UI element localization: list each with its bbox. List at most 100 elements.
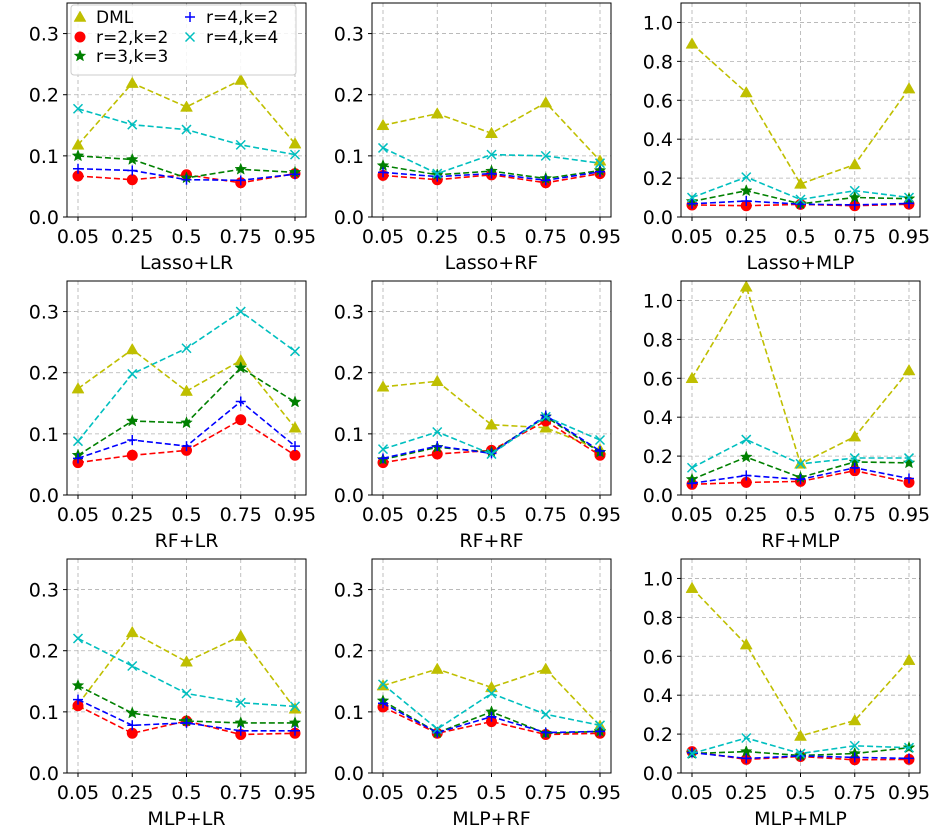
- data-point: [377, 142, 389, 153]
- legend-marker: [73, 10, 87, 22]
- data-point: [127, 660, 138, 672]
- y-tick-label: 0.0: [334, 485, 364, 507]
- y-tick-label: 0.1: [334, 424, 364, 446]
- y-tick-label: 0.6: [643, 90, 673, 112]
- series-line: [77, 684, 295, 724]
- data-point: [904, 198, 914, 209]
- data-point: [289, 449, 301, 461]
- x-tick-label: 0.25: [111, 782, 153, 804]
- y-tick-label: 0.0: [334, 763, 364, 785]
- x-tick-label: 0.75: [834, 226, 876, 248]
- data-point: [594, 158, 606, 169]
- data-point: [540, 709, 551, 720]
- y-tick-label: 0.6: [643, 646, 673, 668]
- data-point: [485, 680, 498, 693]
- x-tick-label: 0.95: [274, 782, 316, 804]
- y-tick-label: 0.2: [29, 85, 59, 107]
- data-point: [902, 653, 916, 665]
- data-point: [485, 418, 498, 430]
- data-point: [377, 679, 389, 690]
- legend-label: DML: [96, 8, 134, 28]
- series-DML: [376, 96, 607, 166]
- x-tick-label: 0.25: [111, 504, 153, 526]
- data-point: [235, 306, 246, 317]
- data-point: [288, 421, 302, 433]
- data-point: [125, 625, 139, 638]
- series-r-4-k-2: [378, 698, 605, 738]
- data-point: [540, 410, 551, 421]
- data-point: [288, 137, 302, 149]
- y-tick-label: 0.2: [29, 641, 59, 663]
- x-axis-label: RF+LR: [155, 530, 219, 552]
- legend-marker: [73, 49, 87, 62]
- data-point: [235, 725, 246, 736]
- x-tick-label: 0.95: [888, 226, 930, 248]
- y-tick-label: 0.3: [334, 580, 364, 602]
- legend-marker: [185, 12, 195, 22]
- series-r-4-k-2: [73, 694, 300, 736]
- data-point: [848, 713, 862, 726]
- data-point: [288, 702, 302, 714]
- x-axis-label: Lasso+MLP: [746, 252, 854, 274]
- y-tick-label: 0.6: [643, 368, 673, 390]
- x-axis-label: RF+MLP: [761, 530, 840, 552]
- data-point: [739, 85, 753, 98]
- data-point: [180, 655, 193, 667]
- panel-mlp-lr: 0.0 0.1 0.2 0.3 0.05 0.25 0.5 0.75 0.95 MLP+LR: [29, 558, 316, 828]
- x-tick-label: 0.95: [579, 782, 621, 804]
- data-point: [540, 175, 551, 186]
- series-line: [77, 704, 296, 736]
- panel-lasso-rf: 0.0 0.1 0.2 0.3 0.05 0.25 0.5 0.75 0.95 Lasso+RF: [334, 2, 621, 274]
- y-tick-label: 0.0: [643, 485, 673, 507]
- data-point: [72, 633, 84, 644]
- legend-label: r=2,k=2: [96, 28, 168, 48]
- y-tick-label: 0.8: [643, 329, 673, 351]
- series-DML: [71, 73, 302, 150]
- data-point: [432, 426, 443, 438]
- series-line: [382, 415, 601, 455]
- x-tick-label: 0.05: [57, 504, 99, 526]
- data-point: [71, 678, 85, 691]
- data-point: [378, 698, 388, 709]
- x-tick-label: 0.95: [579, 226, 621, 248]
- x-tick-label: 0.05: [57, 782, 99, 804]
- data-point: [904, 473, 914, 484]
- data-point: [430, 107, 444, 119]
- y-tick-label: 1.0: [643, 290, 673, 312]
- data-point: [125, 76, 139, 88]
- data-point: [376, 380, 390, 392]
- y-tick-label: 0.2: [29, 363, 59, 385]
- y-tick-label: 0.2: [334, 85, 364, 107]
- legend-label: r=3,k=3: [96, 47, 168, 67]
- data-point: [741, 196, 752, 207]
- data-point: [181, 174, 192, 185]
- x-axis-label: RF+RF: [459, 530, 523, 552]
- series-r-4-k-4: [72, 306, 301, 447]
- y-tick-label: 0.1: [29, 146, 59, 168]
- data-point: [540, 150, 551, 161]
- series-r-4-k-2: [73, 163, 300, 186]
- data-point: [235, 697, 246, 708]
- x-axis-label: MLP+RF: [452, 808, 531, 828]
- data-point: [234, 73, 248, 85]
- series-r-4-k-2: [687, 196, 914, 210]
- y-tick-label: 0.0: [334, 207, 364, 229]
- y-tick-label: 0.8: [643, 607, 673, 629]
- data-point: [739, 280, 753, 292]
- series-r-4-k-4: [686, 732, 915, 759]
- series-r-4-k-4: [377, 142, 606, 179]
- data-point: [234, 361, 248, 374]
- data-point: [125, 706, 139, 719]
- data-point: [595, 166, 605, 177]
- data-point: [595, 445, 605, 456]
- x-tick-label: 0.25: [725, 782, 767, 804]
- data-point: [73, 694, 83, 705]
- y-tick-label: 0.4: [643, 407, 673, 429]
- data-point: [376, 118, 390, 131]
- data-point: [903, 453, 915, 464]
- data-point: [126, 449, 138, 461]
- data-point: [235, 139, 246, 150]
- panel-mlp-rf: 0.0 0.1 0.2 0.3 0.05 0.25 0.5 0.75 0.95 MLP+RF: [334, 558, 621, 828]
- data-point: [739, 184, 753, 197]
- data-point: [289, 149, 301, 160]
